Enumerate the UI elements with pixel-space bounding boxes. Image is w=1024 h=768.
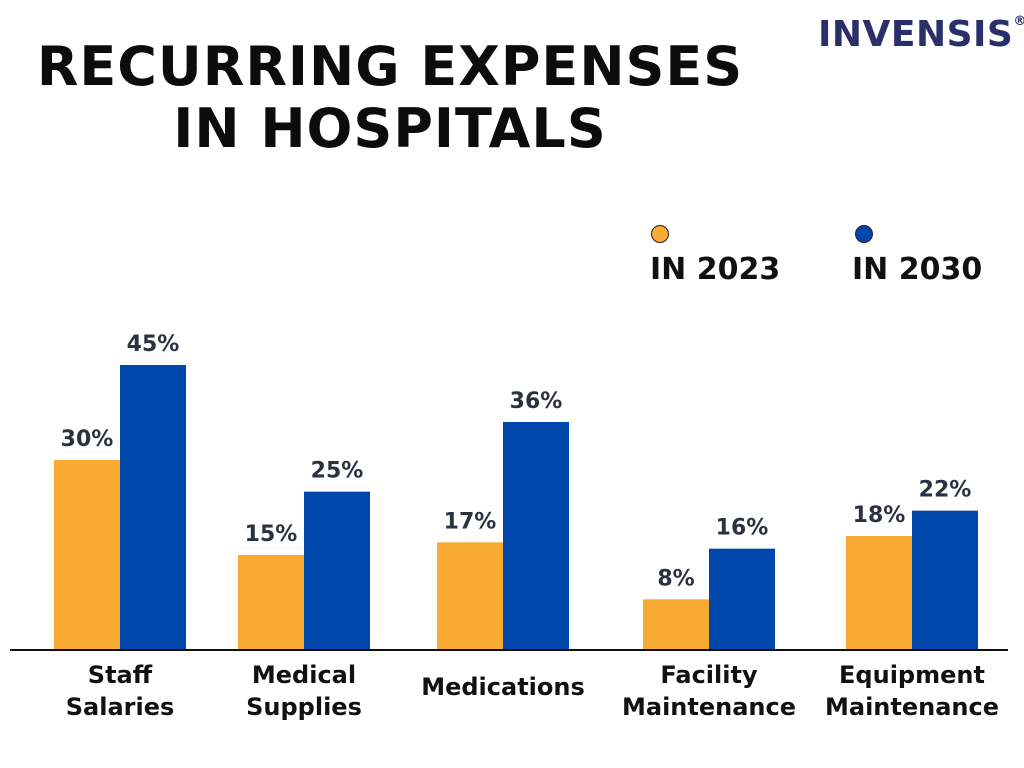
- legend-2023-marker: [651, 225, 669, 243]
- value-label-2030-5: 22%: [919, 478, 972, 503]
- legend-2030-label: IN 2030: [852, 252, 983, 287]
- value-label-2023-1: 30%: [61, 427, 114, 452]
- value-label-2023-5: 18%: [853, 503, 906, 528]
- legend-2030-marker: [855, 225, 873, 243]
- value-label-2030-2: 25%: [311, 459, 364, 484]
- bar-2023-2: [238, 555, 304, 650]
- value-label-2023-4: 8%: [657, 566, 694, 591]
- bar-2023-5: [846, 536, 912, 650]
- bar-2023-4: [643, 599, 709, 650]
- bar-2030-4: [709, 548, 775, 650]
- bar-2030-1: [120, 365, 186, 650]
- value-label-2030-1: 45%: [127, 332, 180, 357]
- value-label-2023-3: 17%: [444, 509, 497, 534]
- chart-title: RECURRING EXPENSES IN HOSPITALS: [0, 36, 780, 160]
- bar-2023-3: [437, 542, 503, 650]
- category-label-1: Staff Salaries: [66, 661, 175, 721]
- value-label-2030-4: 16%: [716, 516, 769, 541]
- category-label-5: Equipment Maintenance: [825, 661, 999, 721]
- invensis-logo: INVENSIS®: [818, 14, 1024, 55]
- chart-title-line-1: RECURRING EXPENSES: [36, 35, 744, 98]
- logo-text: INVENSIS: [818, 14, 1014, 55]
- bar-2030-2: [304, 491, 370, 650]
- value-label-2030-3: 36%: [510, 389, 563, 414]
- category-label-4: Facility Maintenance: [622, 661, 796, 721]
- category-label-2: Medical Supplies: [246, 661, 362, 721]
- legend-2023-label: IN 2023: [650, 252, 781, 287]
- chart-title-line-2: IN HOSPITALS: [173, 97, 607, 160]
- category-label-3: Medications: [421, 673, 585, 701]
- registered-mark: ®: [1013, 14, 1024, 29]
- bar-2030-5: [912, 510, 978, 650]
- bar-2030-3: [503, 422, 569, 650]
- value-label-2023-2: 15%: [245, 522, 298, 547]
- bar-2023-1: [54, 460, 120, 650]
